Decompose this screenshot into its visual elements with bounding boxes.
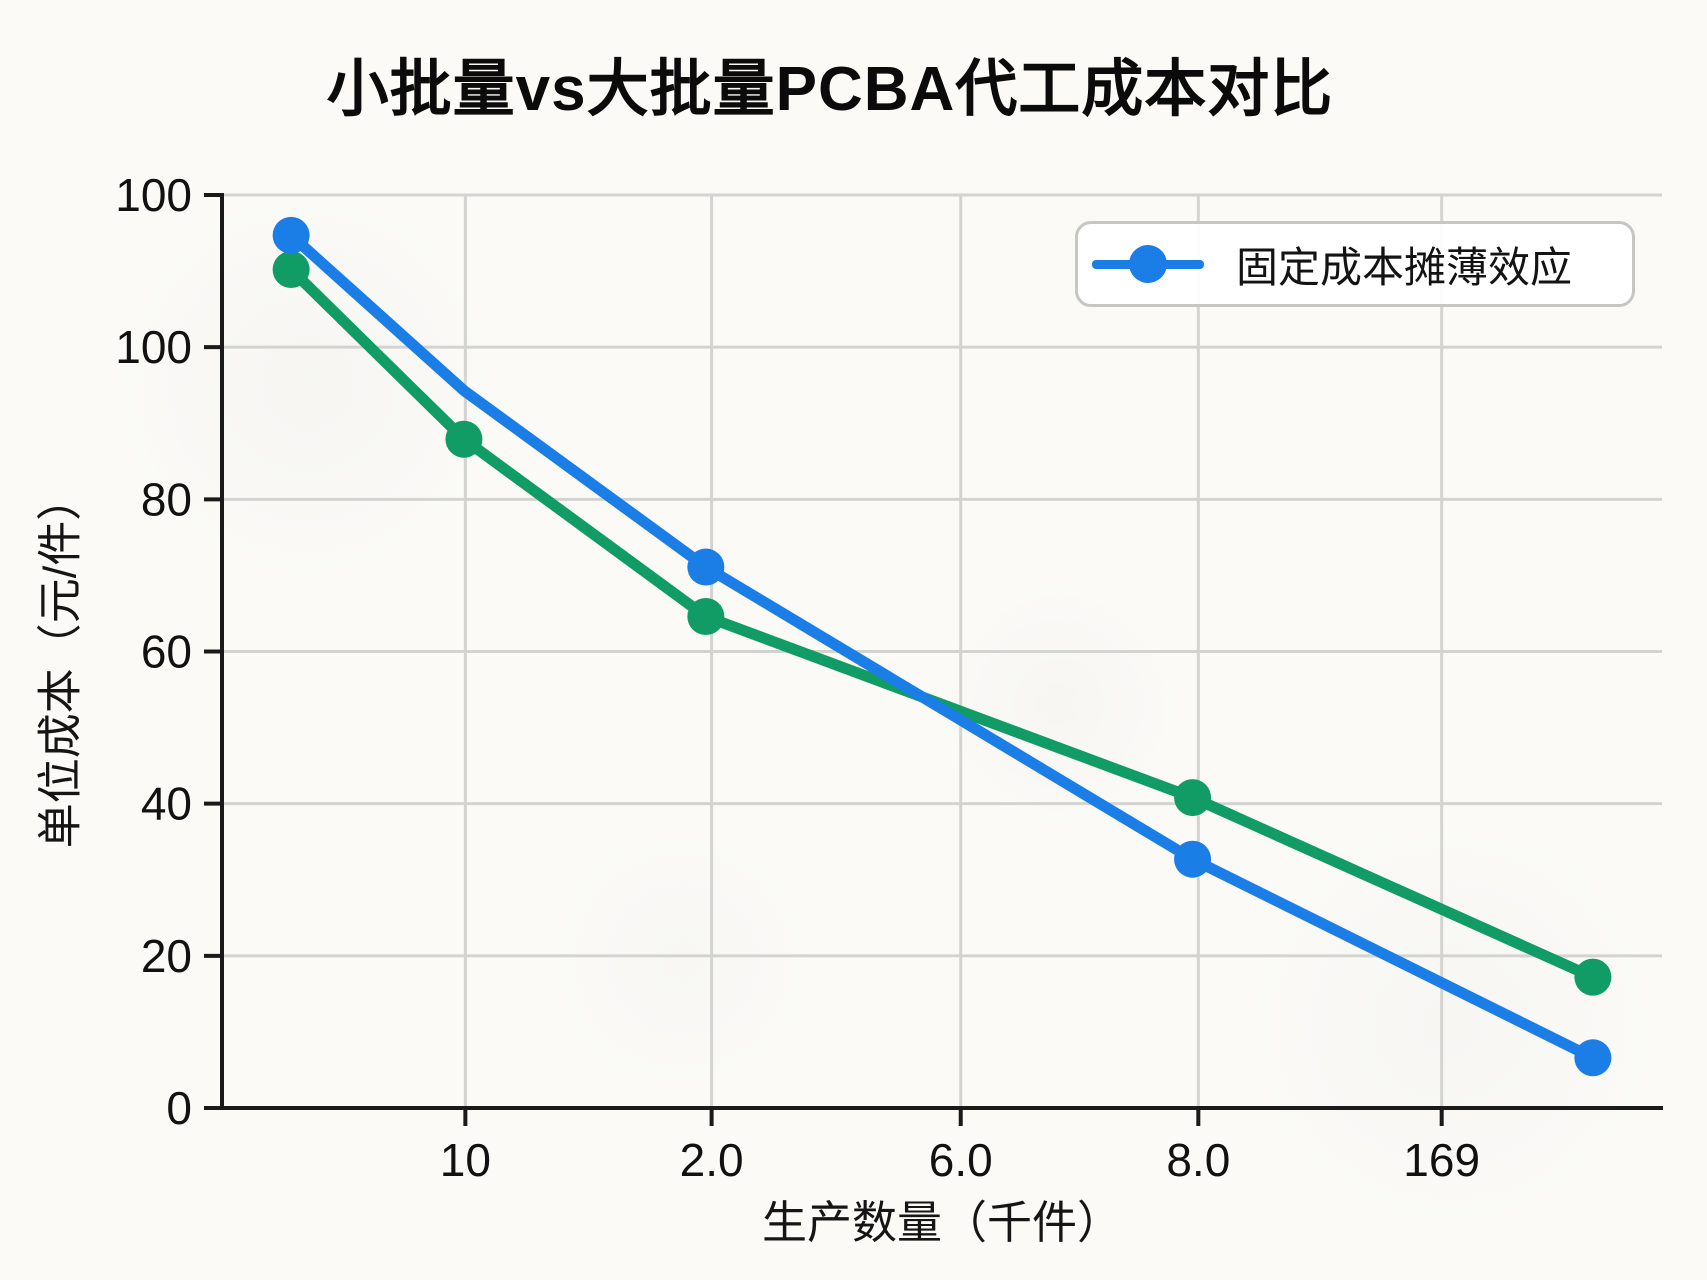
data-point-marker [1174, 840, 1212, 878]
y-tick-label: 20 [141, 930, 192, 982]
y-tick-label: 100 [115, 169, 192, 221]
x-tick-label: 8.0 [1166, 1134, 1230, 1186]
y-tick-label: 0 [166, 1082, 192, 1134]
y-tick-label: 80 [141, 473, 192, 525]
y-tick-label: 40 [141, 778, 192, 830]
y-axis-title: 单位成本（元/件） [34, 475, 86, 849]
data-point-marker [687, 548, 725, 586]
data-point-marker [272, 216, 310, 254]
x-tick-label: 169 [1403, 1134, 1480, 1186]
data-point-marker [1574, 958, 1612, 996]
x-tick-label: 6.0 [929, 1134, 993, 1186]
series-line-0 [285, 264, 1599, 983]
series-line-1 [285, 229, 1599, 1064]
data-point-marker [445, 420, 483, 458]
legend-entry-label: 固定成本摊薄效应 [1236, 243, 1573, 291]
y-tick-label: 100 [115, 321, 192, 373]
data-point-marker [687, 598, 725, 636]
data-point-marker [1574, 1039, 1612, 1077]
x-tick-label: 10 [440, 1134, 491, 1186]
x-tick-label: 2.0 [680, 1134, 744, 1186]
chart-title: 小批量vs大批量PCBA代工成本对比 [326, 55, 1334, 124]
x-axis-title: 生产数量（千件） [761, 1197, 1122, 1248]
y-tick-label: 60 [141, 626, 192, 678]
data-point-marker [1174, 779, 1212, 817]
legend-box: 固定成本摊薄效应 [1075, 221, 1635, 307]
legend-line-sample [1092, 245, 1204, 283]
legend-marker-icon [1129, 245, 1167, 283]
data-point-marker [272, 251, 310, 289]
